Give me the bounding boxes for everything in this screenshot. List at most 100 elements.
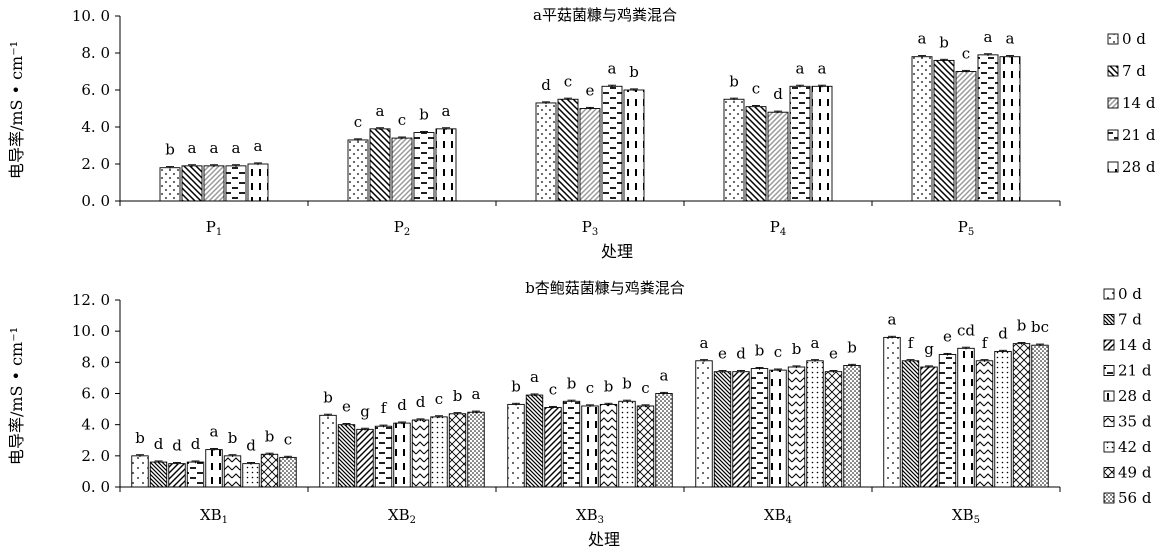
significance-label: a xyxy=(210,139,219,157)
bar xyxy=(843,365,861,488)
bar xyxy=(535,102,557,202)
bar xyxy=(337,424,356,488)
legend-swatch xyxy=(1103,390,1115,402)
bar xyxy=(557,98,579,202)
bar xyxy=(393,422,411,488)
bar xyxy=(247,163,269,202)
y-tick-label: 8. 0 xyxy=(81,44,110,62)
bar xyxy=(168,463,186,488)
bar xyxy=(448,413,467,488)
legend-label: 14 d xyxy=(1122,94,1156,112)
significance-label: a xyxy=(984,28,993,46)
bar xyxy=(883,336,901,488)
chart-panel-b: b杏鲍菇菌糠与鸡粪混合 0. 0 2. 0 4. 0 6. 0 8. 0 10. 0 12. … xyxy=(7,279,1152,549)
significance-label: b xyxy=(847,338,857,356)
significance-label: b xyxy=(165,141,175,159)
significance-label: b xyxy=(419,106,429,124)
significance-label: a xyxy=(796,59,805,77)
bar xyxy=(938,354,957,488)
bar xyxy=(374,425,393,488)
y-tick-label: 6. 0 xyxy=(81,385,110,403)
legend-label: 56 d xyxy=(1118,489,1152,507)
significance-label: b xyxy=(228,429,238,447)
legend-label: 7 d xyxy=(1122,62,1146,80)
significance-label: a xyxy=(818,59,827,77)
significance-label: d xyxy=(998,324,1008,342)
bar xyxy=(579,108,601,202)
bar xyxy=(975,360,994,488)
bar xyxy=(999,56,1021,202)
significance-label: d xyxy=(541,76,551,94)
significance-label: c xyxy=(284,430,292,448)
bar xyxy=(347,139,369,202)
significance-label: d xyxy=(172,437,182,455)
bar xyxy=(732,371,750,488)
bar xyxy=(623,89,645,202)
bar xyxy=(977,54,999,202)
significance-label: a xyxy=(232,139,241,157)
bar xyxy=(581,405,599,488)
significance-label: a xyxy=(530,368,539,386)
significance-label: g xyxy=(924,340,934,358)
bar xyxy=(787,366,806,488)
bar xyxy=(319,414,337,488)
bar xyxy=(544,407,562,488)
significance-label: e xyxy=(718,345,727,363)
significance-label: g xyxy=(360,402,370,420)
legend-swatch xyxy=(1107,129,1119,141)
significance-label: b xyxy=(323,388,333,406)
bar xyxy=(369,128,391,202)
x-tick-label: P2 xyxy=(394,218,410,238)
significance-label: a xyxy=(700,334,709,352)
bar xyxy=(467,411,485,488)
bar xyxy=(507,403,525,488)
legend-swatch xyxy=(1103,288,1115,300)
significance-label: d xyxy=(736,345,746,363)
bar xyxy=(356,428,374,488)
significance-label: c xyxy=(586,379,594,397)
legend-swatch xyxy=(1103,339,1115,351)
legend-swatch xyxy=(1107,97,1119,109)
bar xyxy=(655,393,673,488)
significance-label: c xyxy=(962,45,970,63)
bar xyxy=(562,400,581,488)
significance-label: b xyxy=(265,427,275,445)
significance-label: a xyxy=(608,59,617,77)
significance-label: d xyxy=(416,393,426,411)
significance-label: a xyxy=(472,385,481,403)
bar xyxy=(767,111,789,202)
x-tick-label: P4 xyxy=(770,218,786,238)
bar xyxy=(223,455,242,488)
chart-title: b杏鲍菇菌糠与鸡粪混合 xyxy=(525,279,685,297)
significance-label: b xyxy=(939,33,949,51)
significance-label: c xyxy=(549,381,557,399)
significance-label: b xyxy=(567,374,577,392)
bar xyxy=(391,137,413,202)
bar xyxy=(920,366,938,488)
legend-swatch xyxy=(1107,33,1119,45)
chart-title: a平菇菌糠与鸡粪混合 xyxy=(533,6,677,24)
legend-swatch xyxy=(1103,416,1115,427)
significance-label: b xyxy=(622,374,632,392)
y-tick-label: 6. 0 xyxy=(81,81,110,99)
significance-label: a xyxy=(660,367,669,385)
significance-label: d xyxy=(773,85,783,103)
bar xyxy=(430,416,448,488)
significance-label: b xyxy=(629,63,639,81)
legend-label: 7 d xyxy=(1118,311,1142,329)
bar xyxy=(806,360,824,488)
significance-label: a xyxy=(918,30,927,48)
significance-label: a xyxy=(188,139,197,157)
bar xyxy=(769,369,787,488)
legend-label: 49 d xyxy=(1118,464,1152,482)
bar xyxy=(149,461,168,488)
x-axis-title: 处理 xyxy=(588,530,620,549)
legend-swatch xyxy=(1103,441,1115,453)
significance-label: f xyxy=(908,334,915,352)
significance-label: b xyxy=(135,429,145,447)
y-axis-title: 电导率/mS • cm⁻¹ xyxy=(7,327,26,465)
y-tick-label: 12. 0 xyxy=(72,291,110,309)
bar xyxy=(750,368,769,488)
